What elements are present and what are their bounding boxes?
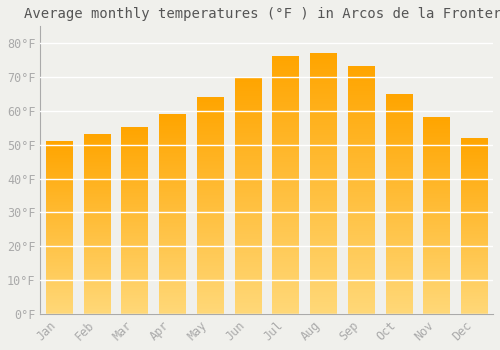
Title: Average monthly temperatures (°F ) in Arcos de la Frontera: Average monthly temperatures (°F ) in Ar… [24,7,500,21]
